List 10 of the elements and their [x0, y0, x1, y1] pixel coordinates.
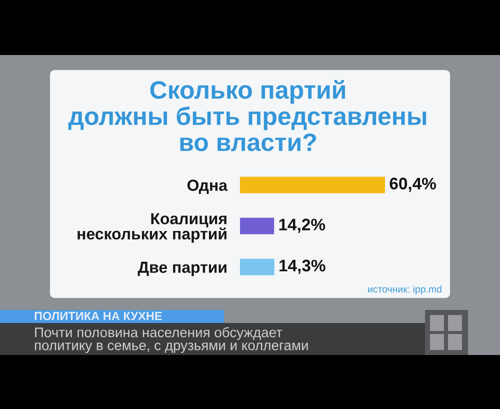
- text: Почти половина населения обсуждает политику в семье, с друзьями и коллегами: [34, 326, 308, 354]
- annotation: источник: ipp.md: [368, 285, 442, 295]
- text: ПОЛИТИКА НА КУХНЕ: [34, 312, 162, 320]
- y-tick-label: Одна: [187, 180, 228, 194]
- data-label: 14,3%: [280, 260, 326, 274]
- y-tick-label: Коалиция нескольких партий: [78, 213, 226, 243]
- y-tick-label: Две партии: [138, 262, 226, 276]
- data-label: 60,4%: [390, 178, 436, 192]
- data-label: 14,2%: [279, 218, 326, 233]
- chart-title: Сколько партий должны быть представлены во власти?: [68, 80, 426, 152]
